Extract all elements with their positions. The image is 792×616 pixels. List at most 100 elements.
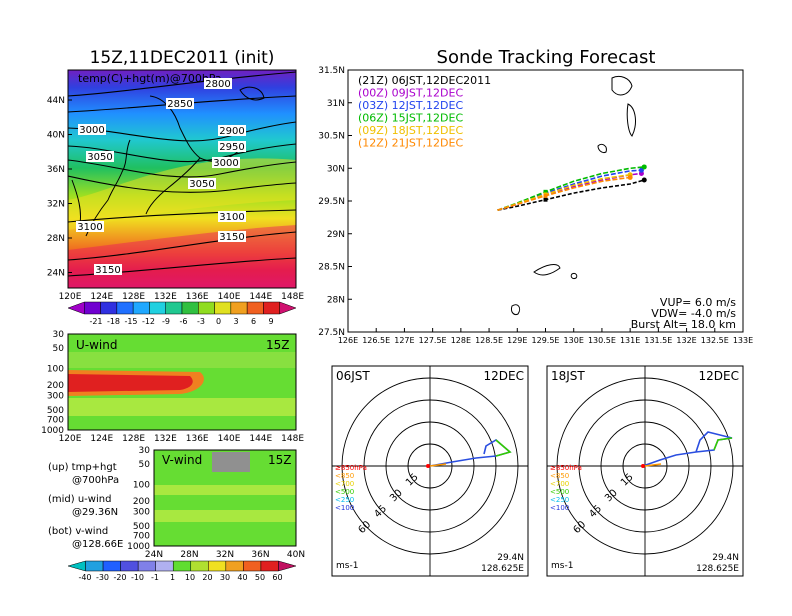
colorbar-swatch (230, 301, 248, 315)
hodograph-origin-point (426, 464, 430, 468)
u-x-tick-label: 144E (249, 434, 272, 444)
contour-line (68, 71, 296, 97)
x-tick-label: 131.5E (644, 336, 672, 345)
v-wind-time: 15Z (268, 453, 292, 467)
contour-label-bg (204, 78, 232, 89)
track-info-line: Burst Alt= 18.0 km (631, 318, 736, 331)
colorbar-swatch (181, 301, 199, 315)
wind-colorbar-label: -40 (78, 573, 91, 582)
colorbar-label: -15 (124, 317, 137, 326)
x-tick-label: 126.5E (362, 336, 390, 345)
x-tick-label: 132.5E (701, 336, 729, 345)
contour-labels: 2800 2850 3000 2900 2950 3050 3000 3050 3100 3100… (76, 78, 246, 276)
u-y-tick-label: 1000 (41, 426, 64, 436)
panel-notes: (up) tmp+hgt @700hPa (mid) u-wind @29.36N (b… (48, 462, 123, 550)
pressure-legend-entry: ≥850hPa (550, 464, 582, 472)
u-x-tick-label: 136E (186, 434, 209, 444)
hodograph-unit: ms-1 (551, 561, 573, 571)
x-tick-label: 128E (451, 336, 471, 345)
track-marker (543, 197, 548, 202)
wind-colorbar-swatch (120, 560, 139, 572)
lat-tick-label: 24N (47, 269, 65, 279)
wind-colorbar-swatch (155, 560, 174, 572)
lon-tick-label: 148E (281, 292, 304, 302)
contour-label: 2850 (167, 99, 192, 110)
wind-colorbar-swatch (137, 560, 156, 572)
contour-label: 2950 (219, 142, 244, 153)
hodograph-time: 18JST (551, 369, 585, 383)
track-marker (543, 193, 548, 198)
map-lon-ticks: 120E 124E 128E 132E 136E 140E 144E 148E (59, 292, 305, 302)
x-tick-label: 129.5E (532, 336, 560, 345)
left-title: 15Z,11DEC2011 (init) (90, 48, 275, 68)
map-panel: temp(C)+hgt(m)@700hPa 2800 2850 3000 2900 29… (47, 69, 305, 302)
hodograph-time: 06JST (336, 369, 370, 383)
v-y-tick-label: 100 (133, 481, 150, 491)
contour-label-bg (218, 231, 246, 242)
hodograph-trace (644, 463, 662, 467)
track-line (497, 179, 645, 211)
note-line: (mid) u-wind (48, 494, 111, 505)
v-x-tick-label: 36N (251, 550, 269, 560)
island-outline (570, 273, 578, 279)
wind-colorbar-label: 60 (272, 573, 282, 582)
u-wind-time: 15Z (266, 338, 290, 352)
hodograph-trace (429, 463, 447, 467)
pressure-legend-entry: <500 (335, 488, 354, 496)
track-info-line: VDW= -4.0 m/s (651, 307, 736, 320)
lon-tick-label: 124E (90, 292, 113, 302)
y-tick-label: 31.5N (318, 66, 345, 76)
track-end-point (641, 164, 647, 170)
contour-line (68, 121, 296, 142)
hodograph-lon: 128.625E (481, 564, 524, 574)
map-overlay-label: temp(C)+hgt(m)@700hPa (78, 72, 222, 85)
hodograph-label-bg (549, 368, 595, 384)
u-y-tick-label: 100 (47, 365, 64, 375)
track-legend-entry: (03Z) 12JST,12DEC (358, 99, 463, 112)
pressure-legend-entry: ≥850hPa (335, 464, 367, 472)
v-wind-frame (153, 449, 297, 547)
colorbar-swatch (279, 301, 297, 315)
lat-tick-label: 44N (47, 96, 65, 106)
track-info-line: VUP= 6.0 m/s (660, 296, 736, 309)
track-legend-entry: (00Z) 09JST,12DEC (358, 87, 463, 100)
pressure-legend-entry: <100 (550, 504, 569, 512)
y-tick-label: 29N (327, 230, 345, 240)
v-x-tick-label: 28N (180, 550, 198, 560)
colorbar-swatch (214, 301, 232, 315)
y-tick-label: 30N (327, 164, 345, 174)
colorbar-swatch (116, 301, 134, 315)
v-x-tick-label: 40N (287, 550, 305, 560)
x-tick-label: 127E (394, 336, 414, 345)
pressure-legend-entry: <250 (550, 496, 569, 504)
island-outline (511, 304, 521, 315)
contour-line (68, 209, 296, 223)
note-line: (bot) v-wind (48, 526, 108, 537)
track-y-ticks: 27.5N 28N 28.5N 29N 29.5N 30N 30.5N 31N 31.5N (318, 66, 352, 338)
v-wind-x-ticks: 24N 28N 32N 36N 40N (145, 550, 305, 560)
u-y-tick-label: 300 (47, 391, 64, 401)
y-tick-label: 31N (327, 99, 345, 109)
coastline (71, 95, 241, 237)
colorbar-swatch (246, 301, 264, 315)
hodograph-date: 12DEC (484, 369, 524, 383)
u-x-tick-label: 128E (122, 434, 145, 444)
colorbar-label: -12 (142, 317, 155, 326)
hodograph-label-bg (334, 368, 380, 384)
hodograph-origin-point (641, 464, 645, 468)
colorbar-label: 6 (251, 317, 256, 326)
v-wind-light-band (154, 485, 296, 495)
v-y-tick-label: 700 (133, 531, 150, 541)
x-tick-label: 129E (507, 336, 527, 345)
u-wind-frame (67, 333, 297, 431)
hodograph-unit: ms-1 (336, 561, 358, 571)
track-line (497, 176, 631, 211)
colorbar-swatch (263, 301, 280, 315)
wind-colorbar-swatch (225, 560, 244, 572)
note-line: (up) tmp+hgt (48, 462, 117, 473)
island-outline (611, 75, 633, 96)
